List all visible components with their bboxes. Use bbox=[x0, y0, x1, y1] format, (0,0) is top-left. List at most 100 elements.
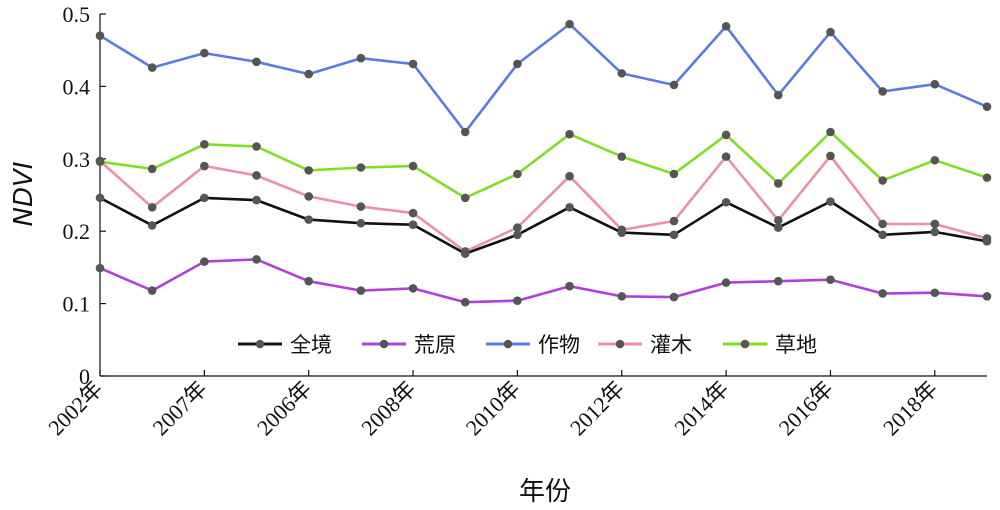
data-point bbox=[356, 286, 366, 295]
data-point bbox=[721, 130, 731, 140]
data-point bbox=[147, 164, 157, 174]
x-tick-label: 2006年 bbox=[252, 376, 316, 440]
series-2 bbox=[95, 255, 992, 307]
series-line bbox=[99, 130, 988, 200]
data-point bbox=[147, 221, 157, 230]
data-point bbox=[617, 292, 627, 301]
series-layer bbox=[95, 19, 992, 307]
data-point bbox=[930, 219, 940, 229]
data-point bbox=[356, 163, 366, 172]
data-point bbox=[252, 255, 261, 264]
data-point bbox=[826, 275, 835, 285]
data-point bbox=[408, 284, 418, 293]
data-point bbox=[669, 80, 679, 90]
data-point bbox=[930, 79, 940, 89]
series-line bbox=[99, 258, 988, 304]
series-1 bbox=[95, 193, 992, 258]
y-tick-label: 0.3 bbox=[63, 147, 91, 172]
legend-entry: 荒原 bbox=[362, 333, 456, 357]
data-point bbox=[982, 102, 992, 111]
data-point bbox=[617, 152, 627, 161]
data-point bbox=[565, 281, 574, 291]
data-point bbox=[304, 192, 314, 201]
legend-marker bbox=[740, 339, 750, 349]
data-point bbox=[460, 193, 470, 203]
data-point bbox=[513, 230, 522, 240]
data-point bbox=[95, 193, 105, 203]
legend-marker bbox=[615, 339, 625, 349]
series-5 bbox=[95, 127, 992, 203]
data-point bbox=[773, 90, 783, 100]
series-line bbox=[99, 196, 988, 255]
data-point bbox=[773, 179, 783, 188]
legend-label: 灌木 bbox=[650, 333, 692, 357]
legend-entry: 草地 bbox=[723, 333, 817, 357]
data-point bbox=[826, 151, 835, 161]
data-point bbox=[565, 19, 574, 29]
data-point bbox=[982, 173, 992, 182]
y-tick-label: 0 bbox=[79, 364, 90, 389]
y-tick-label: 0.2 bbox=[63, 219, 91, 244]
y-tick-label: 0.5 bbox=[63, 2, 91, 27]
data-point bbox=[460, 127, 470, 137]
data-point bbox=[147, 63, 157, 72]
legend-marker bbox=[503, 339, 513, 349]
data-point bbox=[721, 197, 731, 207]
data-point bbox=[982, 292, 992, 301]
data-point bbox=[513, 223, 522, 232]
legend-label: 草地 bbox=[775, 333, 817, 357]
x-tick-label: 2016年 bbox=[774, 376, 838, 440]
data-point bbox=[565, 203, 574, 212]
data-point bbox=[252, 195, 261, 205]
data-point bbox=[878, 230, 887, 240]
x-tick-label: 2018年 bbox=[878, 376, 942, 440]
data-point bbox=[252, 171, 261, 180]
data-point bbox=[460, 247, 470, 256]
x-tick-label: 2014年 bbox=[669, 376, 733, 440]
y-axis-title: NDVI bbox=[9, 162, 39, 227]
data-point bbox=[773, 276, 783, 286]
data-point bbox=[721, 22, 731, 31]
legend: 全境 荒原 作物 灌木 草地 bbox=[238, 333, 817, 357]
data-point bbox=[200, 161, 209, 171]
data-point bbox=[513, 169, 522, 179]
series-4 bbox=[95, 151, 992, 256]
data-point bbox=[356, 218, 366, 228]
x-tick-label: 2002年 bbox=[43, 376, 107, 440]
series-line bbox=[99, 154, 988, 253]
data-point bbox=[826, 197, 835, 206]
data-point bbox=[773, 223, 783, 232]
data-point bbox=[513, 59, 522, 69]
x-tick-label: 2012年 bbox=[565, 376, 629, 440]
legend-label: 荒原 bbox=[414, 333, 456, 357]
data-point bbox=[304, 215, 314, 224]
data-point bbox=[408, 161, 418, 171]
legend-marker bbox=[255, 339, 265, 349]
data-point bbox=[147, 203, 157, 212]
data-point bbox=[200, 257, 209, 266]
y-tick-label: 0.1 bbox=[63, 292, 91, 317]
data-point bbox=[304, 166, 314, 175]
legend-entry: 全境 bbox=[238, 333, 332, 357]
data-point bbox=[617, 69, 627, 78]
data-point bbox=[826, 127, 835, 137]
data-point bbox=[669, 292, 679, 302]
data-point bbox=[408, 220, 418, 229]
data-point bbox=[878, 219, 887, 229]
data-point bbox=[200, 48, 209, 58]
data-point bbox=[252, 142, 261, 151]
legend-marker bbox=[379, 339, 389, 349]
data-point bbox=[721, 278, 731, 287]
data-point bbox=[930, 288, 940, 298]
data-point bbox=[982, 234, 992, 243]
y-tick-label: 0.4 bbox=[63, 74, 91, 99]
series-line bbox=[99, 22, 988, 134]
data-point bbox=[930, 155, 940, 165]
data-point bbox=[304, 69, 314, 79]
data-point bbox=[95, 157, 105, 166]
data-point bbox=[878, 87, 887, 96]
data-point bbox=[408, 208, 418, 218]
data-point bbox=[460, 297, 470, 307]
series-3 bbox=[95, 19, 992, 137]
